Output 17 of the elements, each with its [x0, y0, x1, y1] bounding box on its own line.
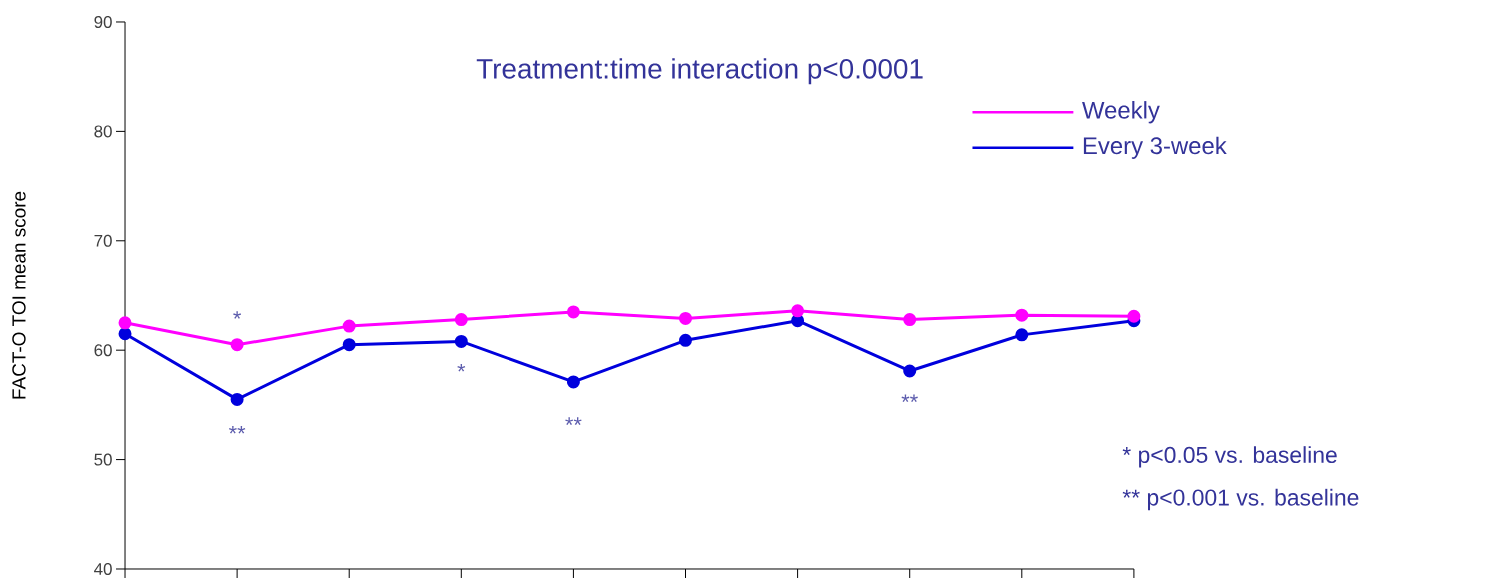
annotation: * — [457, 363, 466, 372]
y-tick-label: 90 — [94, 15, 112, 28]
annotation: ** — [565, 417, 582, 426]
annotation: ** — [901, 394, 918, 403]
y-tick-label: 70 — [94, 234, 112, 247]
text: Treatment:time interaction p<0.0001 — [476, 58, 923, 85]
annotation: ** — [228, 425, 246, 434]
y-tick-label: 50 — [94, 453, 112, 466]
legend-label: Every 3-week — [1083, 136, 1227, 159]
annotation: ** p<0.001 vs. baseline — [1122, 488, 1359, 511]
y-tick-label: 80 — [94, 125, 112, 138]
y-axis-title: FACT-O TOI mean score — [12, 191, 26, 399]
y-tick-label: 40 — [94, 562, 112, 575]
legend-label: Weekly — [1082, 101, 1160, 124]
y-tick-label: 60 — [94, 344, 112, 357]
annotation: * — [233, 311, 242, 319]
annotation: * p<0.05 vs. baseline — [1122, 446, 1337, 468]
